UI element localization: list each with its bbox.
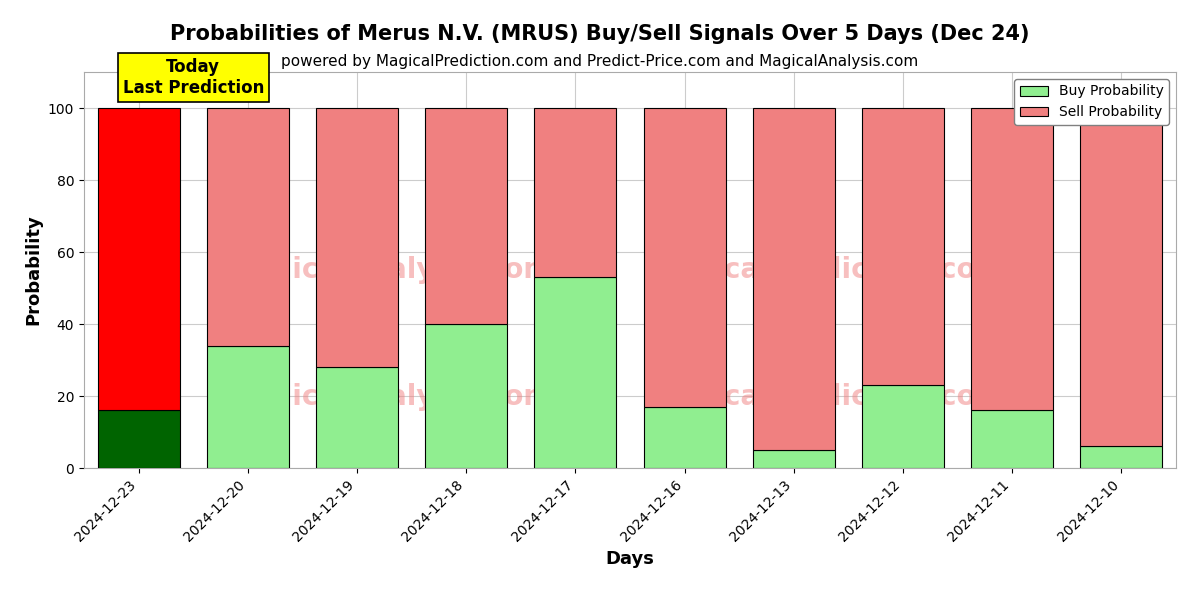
Bar [752,450,835,468]
Bar [862,108,944,385]
Bar [534,277,617,468]
Bar [206,346,289,468]
Bar [1080,446,1163,468]
Text: MagicalAnalysis.com: MagicalAnalysis.com [227,256,553,284]
Bar [316,108,398,367]
Text: powered by MagicalPrediction.com and Predict-Price.com and MagicalAnalysis.com: powered by MagicalPrediction.com and Pre… [281,54,919,69]
Bar [752,108,835,450]
Bar [862,385,944,468]
Bar [425,324,508,468]
X-axis label: Days: Days [606,550,654,568]
Bar [971,108,1054,410]
Y-axis label: Probability: Probability [24,215,42,325]
Text: Probabilities of Merus N.V. (MRUS) Buy/Sell Signals Over 5 Days (Dec 24): Probabilities of Merus N.V. (MRUS) Buy/S… [170,24,1030,44]
Bar [643,407,726,468]
Bar [643,108,726,407]
Bar [316,367,398,468]
Legend: Buy Probability, Sell Probability: Buy Probability, Sell Probability [1014,79,1169,125]
Bar [534,108,617,277]
Text: MagicalPrediction.com: MagicalPrediction.com [648,256,1004,284]
Bar [206,108,289,346]
Bar [425,108,508,324]
Bar [97,108,180,410]
Text: MagicalPrediction.com: MagicalPrediction.com [648,383,1004,411]
Bar [971,410,1054,468]
Text: Today
Last Prediction: Today Last Prediction [122,58,264,97]
Bar [1080,108,1163,446]
Bar [97,410,180,468]
Text: MagicalAnalysis.com: MagicalAnalysis.com [227,383,553,411]
